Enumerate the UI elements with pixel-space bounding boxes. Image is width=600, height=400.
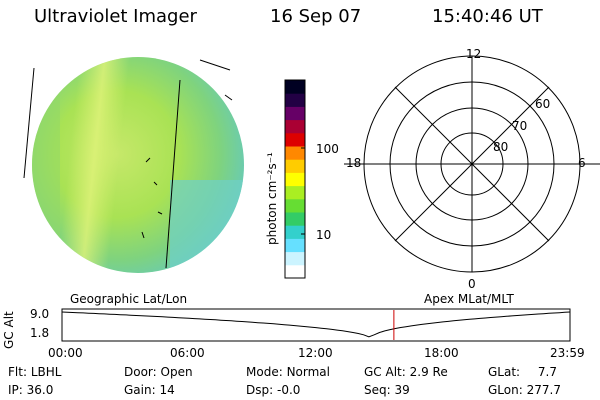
colorbar-segment — [285, 80, 305, 94]
status-glat: GLat: 7.7 — [488, 365, 558, 379]
ytick-9: 9.0 — [30, 307, 50, 321]
geographic-title: Geographic Lat/Lon — [70, 292, 188, 306]
xtick-1200: 12:00 — [298, 346, 333, 360]
uv-image — [23, 57, 244, 273]
terminator-line — [165, 79, 181, 269]
colorbar-segment — [285, 119, 305, 134]
status-door: Door: Open — [124, 365, 193, 379]
colorbar-tick-10: 10 — [316, 228, 332, 242]
mlat-label-80: 80 — [493, 140, 509, 154]
time-label: 15:40:46 UT — [432, 6, 543, 27]
colorbar-segment — [285, 238, 305, 253]
mlt-label-6: 6 — [578, 156, 586, 170]
altitude-plot — [61, 308, 571, 342]
colorbar-segment — [285, 212, 305, 226]
colorbar-segment — [285, 225, 305, 239]
status-glon: GLon: 277.7 — [488, 383, 561, 397]
status-ip: IP: 36.0 — [8, 383, 54, 397]
colorbar-segment — [285, 198, 305, 213]
colorbar-segment — [285, 106, 305, 121]
colorbar-segment — [285, 159, 305, 173]
colorbar — [284, 79, 306, 279]
colorbar-segment — [285, 146, 305, 160]
polar-grid — [344, 55, 600, 273]
status-mode: Mode: Normal — [246, 365, 330, 379]
ytick-1-8: 1.8 — [30, 326, 50, 340]
xtick-0600: 06:00 — [170, 346, 205, 360]
instrument-title: Ultraviolet Imager — [34, 6, 197, 27]
mlt-label-12: 12 — [466, 47, 482, 61]
mlat-label-70: 70 — [512, 119, 528, 133]
gc-alt-ylabel: GC Alt — [2, 311, 16, 349]
status-dsp: Dsp: -0.0 — [246, 383, 301, 397]
xtick-0000: 00:00 — [48, 346, 83, 360]
status-seq: Seq: 39 — [364, 383, 410, 397]
apex-title: Apex MLat/MLT — [424, 292, 514, 306]
limb-line — [23, 67, 35, 179]
colorbar-segment — [285, 132, 305, 147]
colorbar-segment — [285, 172, 305, 187]
status-gc-alt: GC Alt: 2.9 Re — [364, 365, 448, 379]
date-label: 16 Sep 07 — [270, 6, 362, 27]
colorbar-unit-label: photon cm⁻²s⁻¹ — [265, 152, 279, 245]
mlt-label-18: 18 — [346, 156, 362, 170]
colorbar-segment — [285, 264, 305, 279]
status-gain: Gain: 14 — [124, 383, 175, 397]
colorbar-segment — [285, 93, 305, 107]
xtick-2359: 23:59 — [550, 346, 585, 360]
mlt-label-0: 0 — [468, 277, 476, 291]
altitude-curve — [61, 311, 571, 338]
colorbar-segment — [285, 251, 305, 266]
status-flt: Flt: LBHL — [8, 365, 62, 379]
mlat-label-60: 60 — [535, 97, 551, 111]
xtick-1800: 18:00 — [424, 346, 459, 360]
colorbar-tick-100: 100 — [316, 142, 339, 156]
colorbar-segment — [285, 185, 305, 200]
